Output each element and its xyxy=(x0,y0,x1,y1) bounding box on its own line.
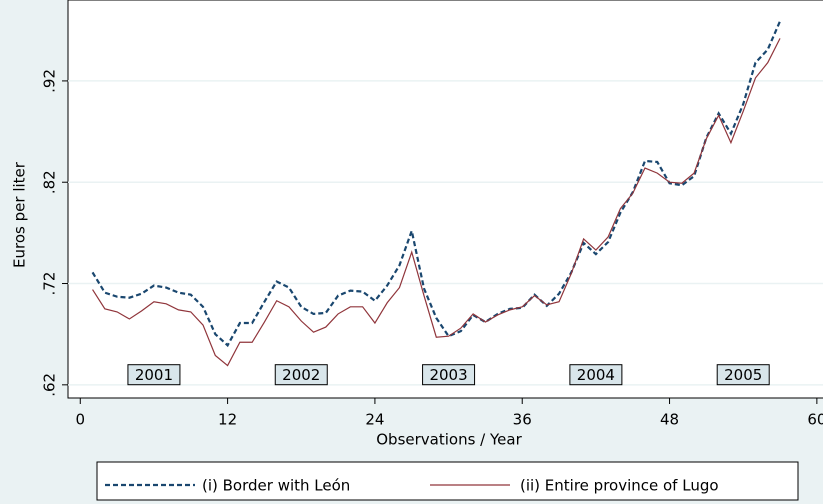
annotation: 2003 xyxy=(429,366,467,384)
annotation-box xyxy=(127,364,181,386)
y-tick-label: .72 xyxy=(41,272,59,296)
annotation-box xyxy=(716,364,770,386)
series-line xyxy=(91,20,782,348)
x-tick-label: 24 xyxy=(365,411,384,429)
x-tick-label: 36 xyxy=(513,411,532,429)
annotation-box xyxy=(274,364,328,386)
y-tick-label: .62 xyxy=(41,373,59,397)
y-axis-title: Euros per liter xyxy=(11,161,29,268)
series-line xyxy=(92,38,781,367)
annotation-box xyxy=(422,364,476,386)
x-tick-label: 0 xyxy=(76,411,86,429)
annotation: 2004 xyxy=(577,366,615,384)
annotation: 2001 xyxy=(135,366,173,384)
x-tick-label: 12 xyxy=(218,411,237,429)
legend-label: (ii) Entire province of Lugo xyxy=(520,477,719,495)
legend-label: (i) Border with León xyxy=(202,477,350,495)
plot-area xyxy=(67,0,823,399)
legend xyxy=(96,461,799,501)
annotation: 2002 xyxy=(282,366,320,384)
x-axis-title: Observations / Year xyxy=(376,431,522,449)
x-tick-label: 48 xyxy=(660,411,679,429)
y-tick-label: .92 xyxy=(41,69,59,93)
x-tick-label: 60 xyxy=(807,411,823,429)
y-tick-label: .82 xyxy=(41,170,59,194)
annotation: 2005 xyxy=(724,366,762,384)
annotation-box xyxy=(569,364,623,386)
